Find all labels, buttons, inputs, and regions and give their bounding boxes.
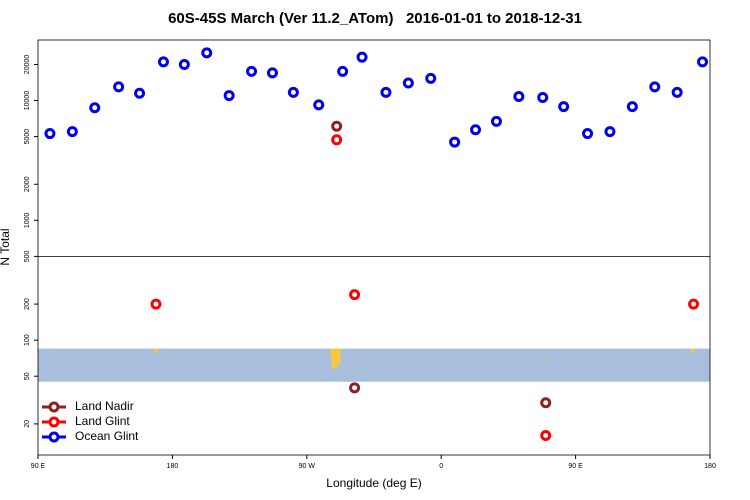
point bbox=[513, 91, 525, 103]
y-tick-label: 10000 bbox=[24, 91, 31, 111]
point bbox=[331, 134, 343, 146]
y-tick-label: 5000 bbox=[24, 129, 31, 145]
point bbox=[337, 65, 349, 77]
legend-label: Land Nadir bbox=[75, 399, 134, 413]
legend-marker bbox=[48, 401, 60, 413]
point bbox=[201, 47, 213, 59]
point bbox=[134, 87, 146, 99]
point bbox=[490, 115, 502, 127]
point bbox=[89, 102, 101, 114]
point bbox=[402, 77, 414, 89]
point bbox=[671, 86, 683, 98]
plot-frame bbox=[37, 39, 711, 456]
point bbox=[537, 91, 549, 103]
point bbox=[157, 56, 169, 68]
point bbox=[356, 51, 368, 63]
land-speck bbox=[544, 356, 546, 359]
legend-label: Land Glint bbox=[75, 414, 130, 428]
point bbox=[688, 298, 700, 310]
point bbox=[349, 382, 361, 394]
point bbox=[313, 99, 325, 111]
point bbox=[246, 65, 258, 77]
point bbox=[558, 101, 570, 113]
point bbox=[349, 289, 361, 301]
point bbox=[470, 124, 482, 136]
legend-label: Ocean Glint bbox=[75, 429, 139, 443]
y-tick-label: 200 bbox=[24, 298, 31, 310]
y-tick-label: 20000 bbox=[24, 55, 31, 75]
y-tick-label: 2000 bbox=[24, 176, 31, 192]
band bbox=[38, 348, 710, 382]
point bbox=[44, 128, 56, 140]
point bbox=[178, 58, 190, 70]
point bbox=[540, 430, 552, 442]
point bbox=[150, 298, 162, 310]
point bbox=[649, 81, 661, 93]
land-speck bbox=[691, 348, 695, 353]
point bbox=[449, 136, 461, 148]
y-tick-label: 20 bbox=[24, 420, 31, 428]
point bbox=[331, 120, 343, 132]
point bbox=[697, 56, 709, 68]
land-speck bbox=[154, 348, 158, 353]
point bbox=[287, 86, 299, 98]
point bbox=[425, 72, 437, 84]
x-tick-label: 90 W bbox=[299, 463, 316, 470]
legend-marker bbox=[48, 431, 60, 443]
y-axis-label: N Total bbox=[0, 228, 12, 265]
point bbox=[604, 126, 616, 138]
x-tick-label: 180 bbox=[167, 463, 179, 470]
chart-title: 60S-45S March (Ver 11.2_ATom) 2016-01-01… bbox=[168, 10, 582, 27]
y-tick-label: 50 bbox=[24, 372, 31, 380]
point bbox=[626, 101, 638, 113]
x-axis-label: Longitude (deg E) bbox=[326, 476, 421, 490]
land-shape bbox=[330, 348, 342, 370]
y-tick-label: 100 bbox=[24, 334, 31, 346]
y-tick-label: 1000 bbox=[24, 212, 31, 228]
x-tick-label: 180 bbox=[704, 463, 716, 470]
point bbox=[66, 126, 78, 138]
point bbox=[113, 81, 125, 93]
y-tick-label: 500 bbox=[24, 250, 31, 262]
x-tick-label: 0 bbox=[439, 463, 443, 470]
x-tick-label: 90 E bbox=[568, 463, 583, 470]
point bbox=[380, 86, 392, 98]
x-tick-label: 90 E bbox=[31, 463, 46, 470]
point bbox=[223, 90, 235, 102]
point bbox=[540, 397, 552, 409]
point bbox=[582, 128, 594, 140]
legend-marker bbox=[48, 416, 60, 428]
point bbox=[266, 67, 278, 79]
